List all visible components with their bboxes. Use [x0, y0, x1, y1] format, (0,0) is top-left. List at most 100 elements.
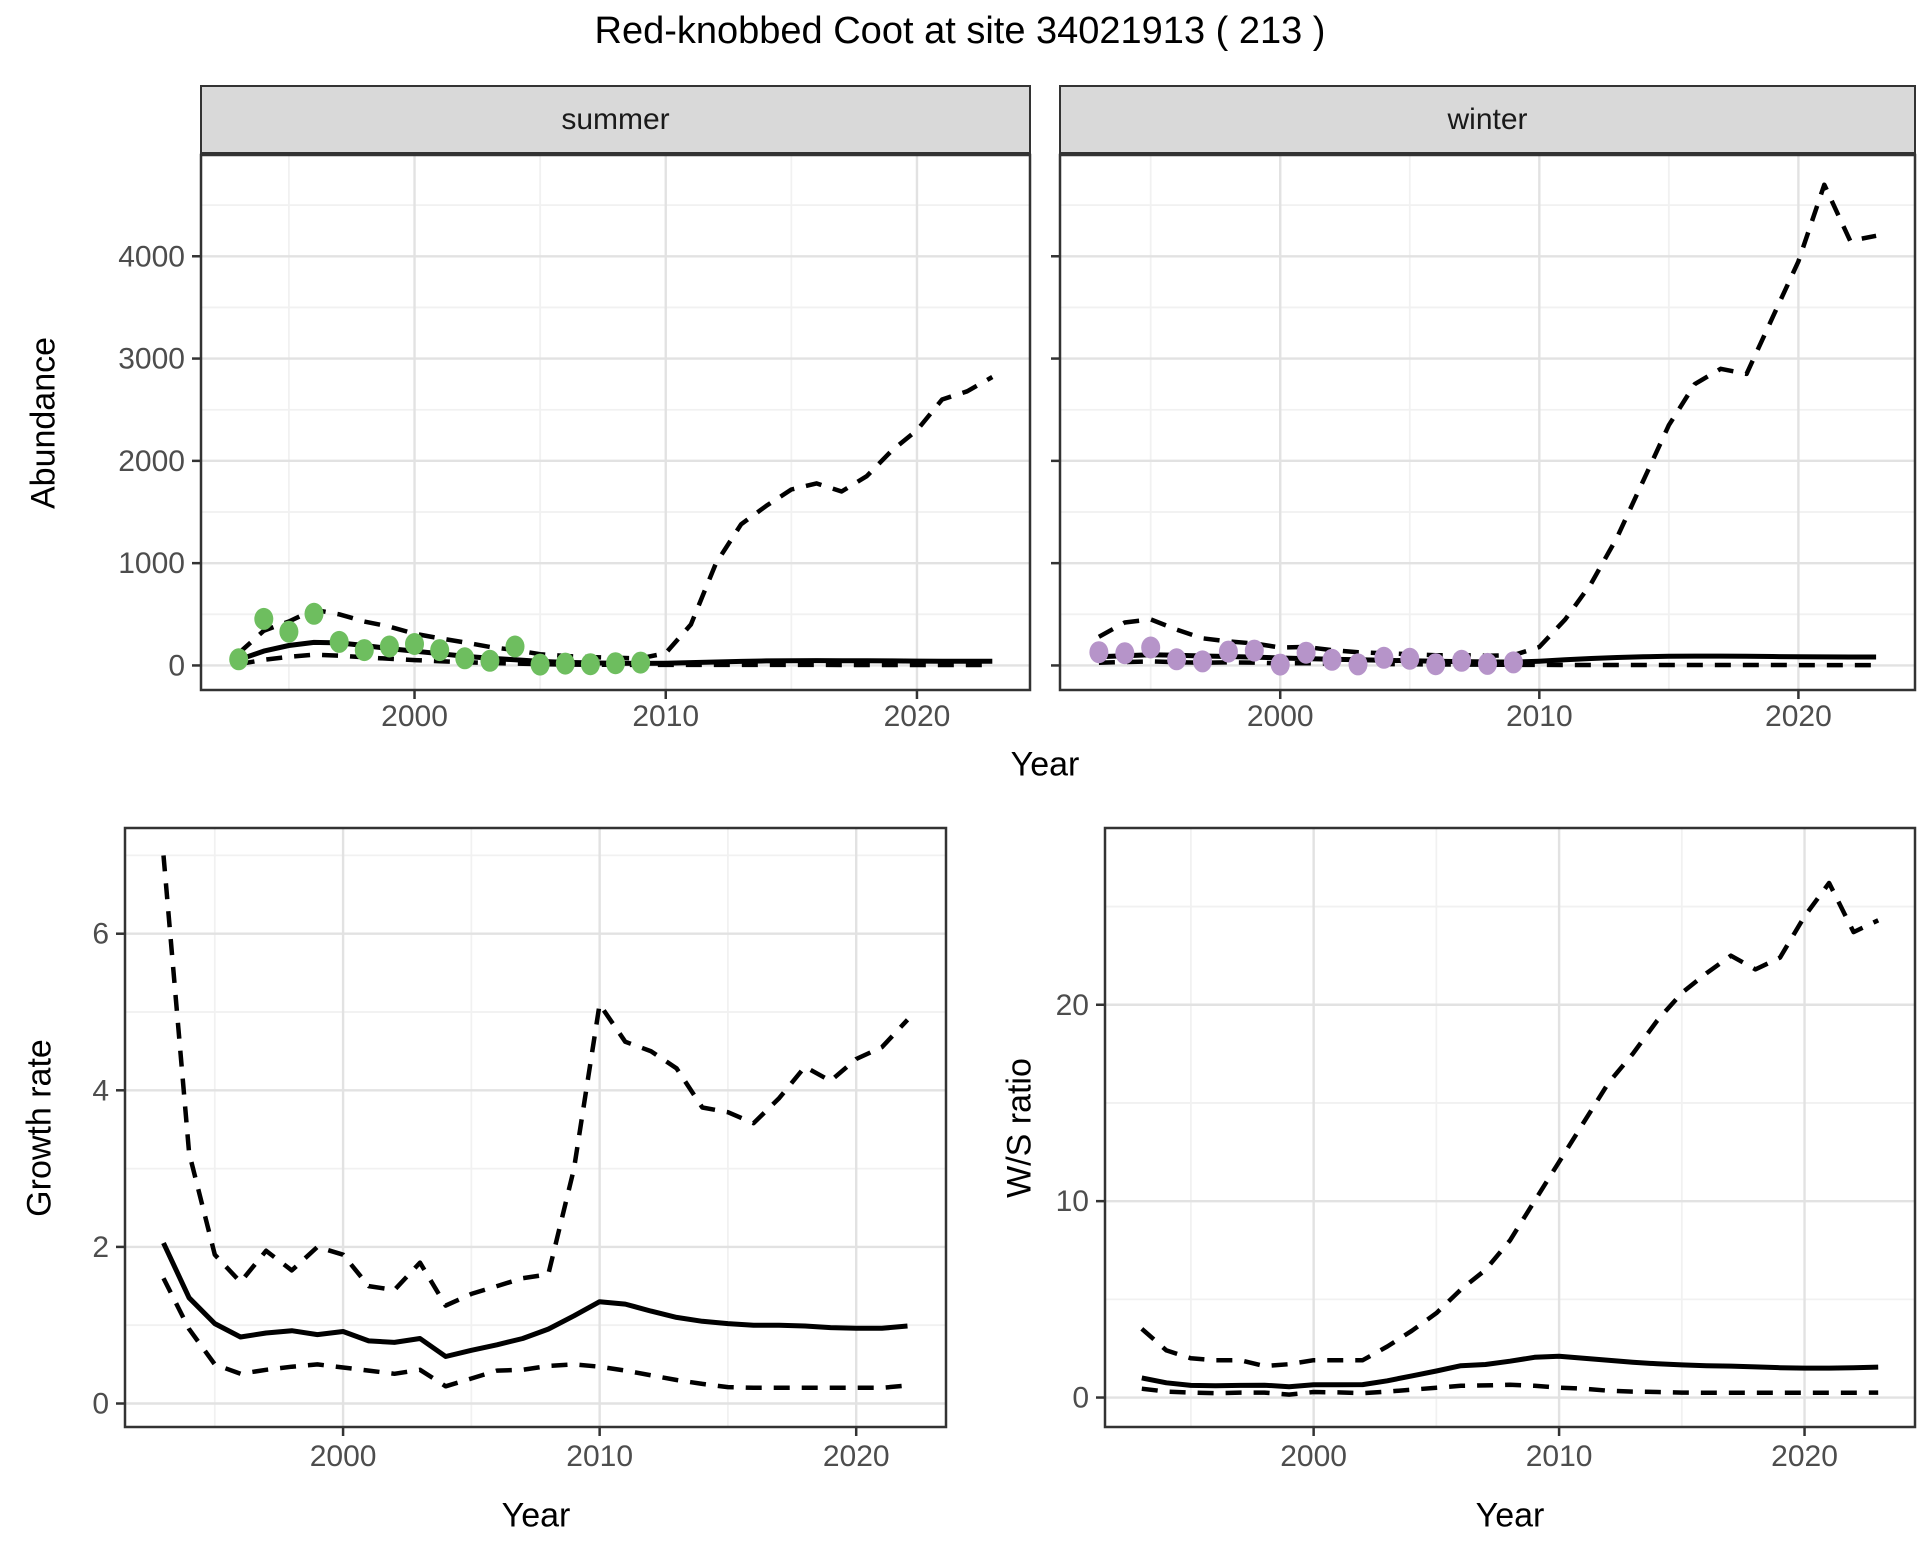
- chart-title: Red-knobbed Coot at site 34021913 ( 213 …: [594, 10, 1326, 52]
- y-axis: [1051, 255, 1060, 667]
- series-mean-line: [1141, 1353, 1879, 1390]
- points-observed-counts: [229, 602, 651, 676]
- data-point: [1089, 641, 1109, 664]
- data-point: [1218, 640, 1238, 663]
- data-point: [1115, 642, 1135, 665]
- panel-background: [1060, 155, 1915, 690]
- series-lines: [161, 855, 910, 1391]
- facet-strip-label: winter: [1447, 102, 1528, 136]
- x-tick-label: 2000: [381, 700, 448, 733]
- x-tick-label: 2020: [884, 700, 951, 733]
- panel-background: [1105, 828, 1915, 1427]
- series-lower_ci-line: [161, 1277, 908, 1391]
- data-point: [1141, 636, 1161, 659]
- data-point: [354, 639, 374, 662]
- y-tick-label: 0: [92, 1388, 109, 1421]
- x-tick-label: 2000: [310, 1440, 377, 1473]
- series-upper_ci-line: [161, 855, 910, 1308]
- grid-major: [125, 828, 946, 1427]
- data-point: [405, 633, 424, 655]
- data-point: [505, 635, 525, 658]
- data-point: [1244, 639, 1264, 662]
- y-tick-label: 6: [92, 918, 109, 951]
- x-axis-title-year-bottom-left: Year: [501, 1496, 571, 1535]
- facet-strip-winter: winter: [1059, 85, 1916, 154]
- x-tick-label: 2010: [1526, 1440, 1593, 1473]
- data-point: [1503, 651, 1523, 674]
- x-tick-label: 2010: [632, 700, 699, 733]
- grid-minor: [201, 155, 1030, 690]
- y-tick-label: 1000: [118, 547, 185, 580]
- data-point: [254, 607, 274, 630]
- x-axis: 2000 2010 2020: [310, 1427, 890, 1473]
- panel-growth-rate: 2000 2010 2020 0 2 4 6: [92, 826, 948, 1473]
- x-tick-label: 2000: [1280, 1440, 1347, 1473]
- y-axis: 0 2 4 6: [92, 918, 125, 1421]
- series-lower_ci-line: [1098, 659, 1877, 668]
- data-point: [1348, 653, 1368, 676]
- panel-background: [201, 155, 1030, 690]
- data-point: [1452, 649, 1472, 672]
- data-point: [1478, 652, 1497, 675]
- data-point: [1270, 653, 1290, 676]
- data-point: [555, 652, 575, 675]
- data-point: [304, 602, 324, 625]
- panel-abundance-winter: 2000 2010 2020: [1051, 153, 1917, 733]
- x-tick-label: 2020: [1765, 700, 1832, 733]
- panel-border: [123, 826, 948, 1429]
- y-tick-label: 3000: [118, 343, 185, 376]
- facet-strip-summer: summer: [200, 85, 1031, 154]
- panel-abundance-summer: 2000 2010 2020 0 1000 2000 3000 4000: [118, 153, 1032, 733]
- data-point: [1374, 646, 1394, 669]
- data-point: [379, 635, 399, 658]
- facet-strip-label: summer: [561, 102, 670, 136]
- y-tick-label: 0: [168, 649, 185, 682]
- y-tick-label: 2: [92, 1231, 109, 1264]
- x-axis-title-year-bottom-right: Year: [1475, 1496, 1545, 1535]
- x-axis: 2000 2010 2020: [381, 690, 950, 733]
- grid-major: [1105, 828, 1915, 1427]
- grid-minor: [1105, 828, 1915, 1427]
- data-point: [455, 647, 475, 670]
- series-lower_ci-line: [1141, 1382, 1879, 1397]
- panel-ws-ratio: 2000 2010 2020 0 10 20: [1056, 826, 1917, 1473]
- y-tick-label: 10: [1056, 1185, 1089, 1218]
- data-point: [1400, 647, 1420, 670]
- x-tick-label: 2020: [1771, 1440, 1838, 1473]
- x-axis: 2000 2010 2020: [1280, 1427, 1838, 1473]
- x-axis-title-year-top: Year: [1010, 745, 1080, 784]
- panel-border: [1058, 153, 1917, 692]
- series-mean-line: [161, 1241, 908, 1359]
- x-tick-label: 2010: [566, 1440, 633, 1473]
- data-point: [1296, 641, 1316, 664]
- y-tick-label: 20: [1056, 989, 1089, 1022]
- y-tick-label: 4000: [118, 240, 185, 273]
- data-point: [229, 648, 249, 671]
- data-point: [1426, 653, 1446, 676]
- series-lines: [1140, 880, 1880, 1397]
- x-tick-label: 2000: [1247, 700, 1314, 733]
- y-axis: 0 10 20: [1056, 989, 1105, 1415]
- panel-border: [199, 153, 1032, 692]
- data-point: [480, 649, 500, 672]
- data-point: [1167, 648, 1187, 671]
- panel-border: [1103, 826, 1917, 1429]
- data-point: [430, 639, 450, 662]
- y-tick-label: 0: [1072, 1382, 1089, 1415]
- data-point: [1322, 648, 1342, 671]
- data-point: [329, 630, 349, 653]
- data-point: [279, 620, 299, 643]
- x-tick-label: 2020: [823, 1440, 890, 1473]
- points-observed-counts: [1089, 636, 1523, 676]
- x-tick-label: 2010: [1506, 700, 1573, 733]
- series-upper_ci-line: [1140, 880, 1880, 1369]
- x-axis: 2000 2010 2020: [1247, 690, 1832, 733]
- data-point: [1193, 650, 1212, 673]
- y-tick-label: 4: [92, 1074, 109, 1107]
- data-point: [580, 653, 600, 676]
- data-point: [530, 653, 550, 676]
- data-point: [631, 651, 651, 674]
- y-tick-label: 2000: [118, 445, 185, 478]
- data-point: [606, 652, 625, 675]
